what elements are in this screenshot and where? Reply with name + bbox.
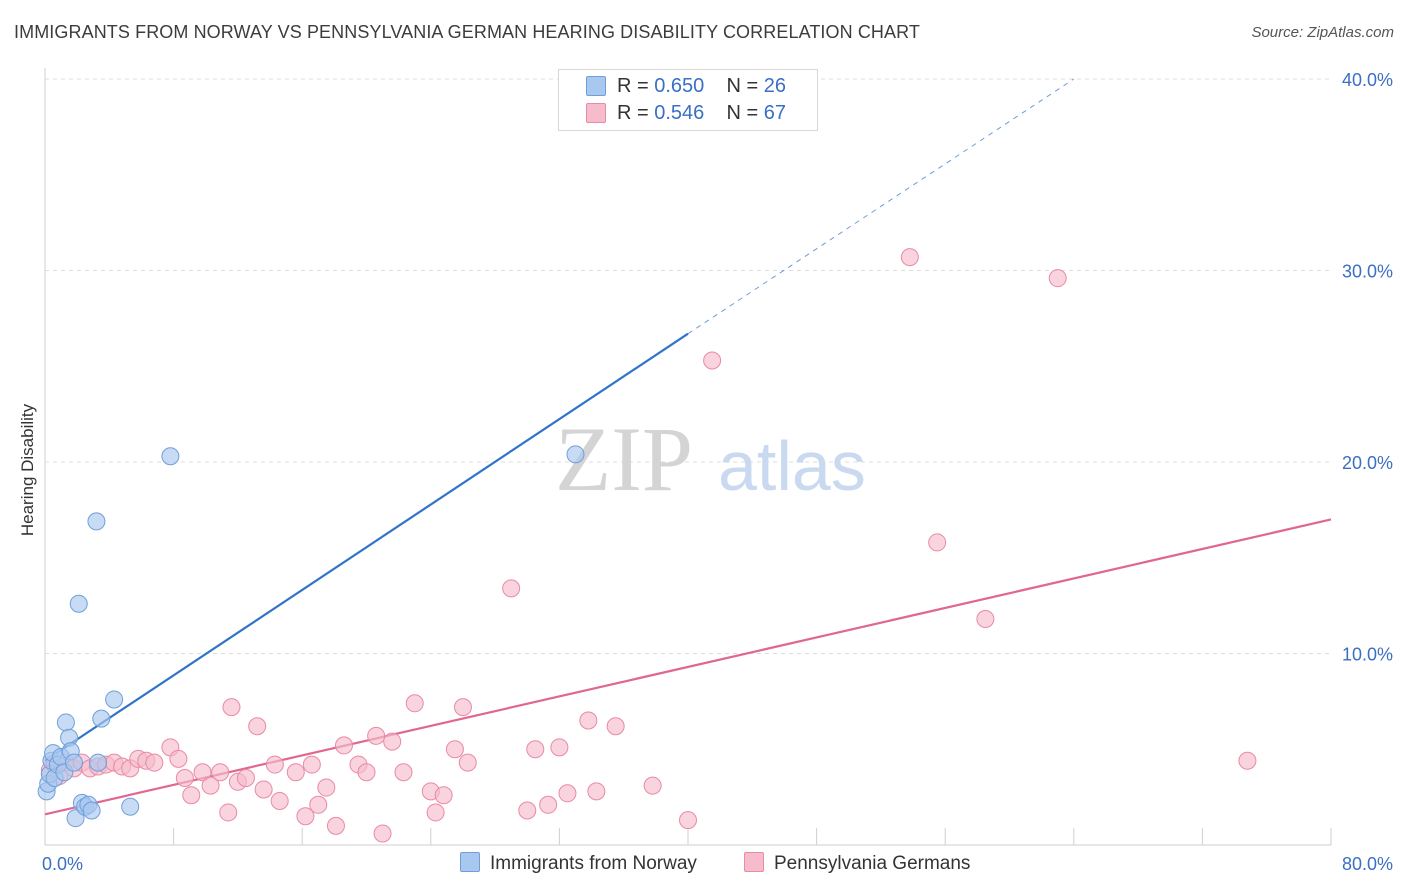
legend-n-value: 26 [763, 75, 787, 97]
legend-r-label: R = [617, 75, 649, 97]
points-layer [37, 248, 1257, 843]
legend-r-value: 0.546 [654, 102, 705, 124]
point-pennsylvania-25 [236, 768, 255, 787]
point-pennsylvania-26 [248, 717, 267, 736]
legend-n-label: N = [726, 102, 759, 124]
point-pennsylvania-62 [900, 248, 919, 267]
point-pennsylvania-47 [445, 740, 464, 759]
point-pennsylvania-57 [587, 782, 606, 801]
point-pennsylvania-43 [405, 694, 424, 713]
point-pennsylvania-48 [453, 698, 472, 717]
trend-layer [44, 78, 1332, 816]
legend-swatch-pennsylvania [744, 852, 764, 872]
point-pennsylvania-39 [367, 726, 386, 745]
tick-label-layer: 10.0% 20.0% 30.0% 40.0% 0.0% 80.0% [42, 70, 1393, 874]
point-pennsylvania-66 [1238, 751, 1257, 770]
point-pennsylvania-27 [254, 780, 273, 799]
legend-item-pennsylvania[interactable]: Pennsylvania Germans [744, 852, 970, 876]
point-pennsylvania-35 [326, 816, 345, 835]
point-pennsylvania-65 [1048, 269, 1067, 288]
point-norway-14 [69, 594, 88, 613]
point-pennsylvania-54 [550, 738, 569, 757]
point-pennsylvania-50 [502, 579, 521, 598]
point-pennsylvania-46 [434, 786, 453, 805]
legend-stats-pennsylvania: R = 0.546 N = 67 [617, 100, 786, 126]
source-note: Source: ZipAtlas.com [1251, 24, 1394, 41]
point-pennsylvania-56 [579, 711, 598, 730]
point-pennsylvania-36 [334, 736, 353, 755]
watermark-atlas: atlas [718, 427, 866, 505]
point-pennsylvania-42 [394, 763, 413, 782]
point-norway-23 [121, 797, 140, 816]
y-tick-label-20: 20.0% [1342, 453, 1393, 473]
point-pennsylvania-59 [643, 776, 662, 795]
legend-swatch-norway [586, 76, 606, 96]
point-pennsylvania-52 [526, 740, 545, 759]
point-pennsylvania-41 [383, 732, 402, 751]
point-pennsylvania-17 [175, 768, 194, 787]
legend-label-pennsylvania: Pennsylvania Germans [774, 853, 971, 874]
point-norway-19 [87, 512, 106, 531]
point-pennsylvania-40 [373, 824, 392, 843]
legend-r-value: 0.650 [654, 75, 705, 97]
legend-swatch-norway [460, 852, 480, 872]
point-norway-13 [66, 809, 85, 828]
point-pennsylvania-55 [558, 784, 577, 803]
point-pennsylvania-31 [296, 807, 315, 826]
y-tick-label-10: 10.0% [1342, 645, 1393, 665]
point-pennsylvania-33 [309, 795, 328, 814]
chart-title: IMMIGRANTS FROM NORWAY VS PENNSYLVANIA G… [14, 22, 921, 42]
point-pennsylvania-28 [265, 755, 284, 774]
point-pennsylvania-45 [426, 803, 445, 822]
trendline-pennsylvania [44, 518, 1332, 816]
point-norway-25 [566, 445, 585, 464]
x-tick-label-0: 0.0% [42, 854, 83, 874]
point-pennsylvania-32 [302, 755, 321, 774]
point-norway-9 [56, 713, 75, 732]
trendline-norway [44, 332, 689, 762]
x-tick-label-80: 80.0% [1342, 854, 1393, 874]
point-pennsylvania-29 [270, 791, 289, 810]
stats-legend: R = 0.650 N = 26 R = 0.546 N = 67 [558, 69, 818, 131]
legend-swatch-pennsylvania [586, 103, 606, 123]
point-pennsylvania-21 [211, 763, 230, 782]
point-pennsylvania-23 [222, 698, 241, 717]
point-pennsylvania-51 [518, 801, 537, 820]
point-norway-18 [82, 801, 101, 820]
point-pennsylvania-30 [286, 763, 305, 782]
point-pennsylvania-63 [928, 533, 947, 552]
point-pennsylvania-49 [458, 753, 477, 772]
trendline-norway-extension [687, 78, 1075, 335]
point-pennsylvania-18 [182, 786, 201, 805]
watermark: ZIP atlas [555, 408, 866, 510]
point-pennsylvania-60 [679, 811, 697, 830]
point-norway-21 [92, 709, 111, 728]
point-norway-22 [105, 690, 124, 709]
legend-n-value: 67 [763, 102, 787, 124]
legend-stats-norway: R = 0.650 N = 26 [617, 73, 786, 99]
point-pennsylvania-53 [539, 795, 558, 814]
point-pennsylvania-20 [201, 776, 220, 795]
y-tick-label-40: 40.0% [1342, 70, 1393, 90]
point-pennsylvania-34 [317, 778, 336, 797]
legend-label-norway: Immigrants from Norway [490, 853, 697, 874]
point-pennsylvania-58 [606, 717, 625, 736]
point-pennsylvania-61 [703, 351, 722, 370]
point-pennsylvania-64 [976, 610, 995, 629]
y-tick-label-30: 30.0% [1342, 262, 1393, 282]
point-pennsylvania-14 [145, 753, 164, 772]
point-pennsylvania-22 [219, 803, 238, 822]
legend-r-label: R = [617, 102, 649, 124]
point-pennsylvania-38 [357, 763, 376, 782]
point-norway-12 [64, 753, 83, 772]
point-norway-24 [161, 447, 180, 466]
legend-item-norway[interactable]: Immigrants from Norway [460, 852, 697, 876]
point-pennsylvania-16 [169, 749, 188, 768]
legend-n-label: N = [726, 75, 759, 97]
point-pennsylvania-19 [193, 763, 212, 782]
point-norway-20 [89, 753, 108, 772]
